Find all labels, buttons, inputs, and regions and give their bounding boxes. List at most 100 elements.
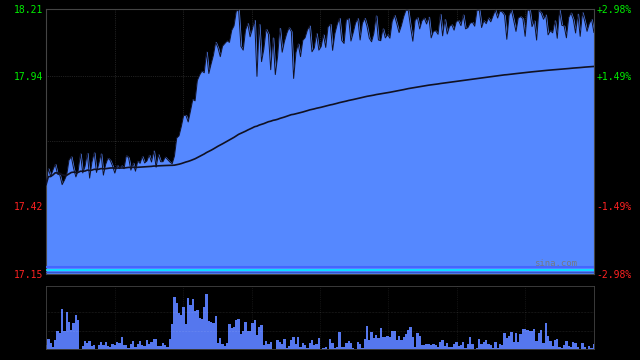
Bar [189, 305, 191, 349]
Bar [155, 339, 157, 349]
Bar [235, 320, 237, 349]
Bar [150, 342, 153, 349]
Bar [522, 329, 524, 349]
Bar [114, 345, 116, 349]
Bar [410, 327, 412, 349]
Bar [284, 339, 285, 349]
Bar [435, 345, 437, 349]
Bar [86, 343, 88, 349]
Bar [476, 348, 478, 349]
Bar [98, 345, 100, 349]
Bar [295, 344, 297, 349]
Bar [455, 342, 458, 349]
Bar [467, 343, 469, 349]
Bar [416, 333, 419, 349]
Bar [336, 347, 339, 349]
Bar [449, 347, 451, 349]
Bar [526, 330, 529, 349]
Bar [329, 338, 332, 349]
Bar [91, 346, 93, 349]
Bar [426, 345, 428, 349]
Bar [54, 339, 56, 349]
Bar [84, 341, 86, 349]
Bar [333, 348, 336, 349]
Bar [297, 337, 300, 349]
Bar [212, 323, 214, 349]
Bar [398, 337, 400, 349]
Bar [88, 341, 91, 349]
Bar [323, 348, 324, 349]
Bar [260, 325, 262, 349]
Bar [72, 323, 75, 349]
Bar [382, 337, 384, 349]
Bar [547, 336, 549, 349]
Bar [538, 333, 540, 349]
Bar [396, 340, 398, 349]
Bar [542, 343, 545, 349]
Bar [201, 319, 203, 349]
Bar [276, 341, 279, 349]
Bar [352, 348, 355, 349]
Bar [524, 329, 526, 349]
Bar [111, 344, 114, 349]
Bar [191, 299, 194, 349]
Bar [400, 340, 403, 349]
Bar [391, 331, 394, 349]
Bar [127, 348, 130, 349]
Bar [100, 342, 102, 349]
Bar [494, 342, 497, 349]
Bar [153, 339, 155, 349]
Bar [219, 338, 221, 349]
Bar [120, 337, 123, 349]
Bar [246, 331, 249, 349]
Bar [301, 343, 304, 349]
Bar [462, 342, 465, 349]
Bar [540, 330, 542, 349]
Bar [428, 344, 430, 349]
Bar [164, 345, 166, 349]
Bar [107, 346, 109, 349]
Bar [561, 348, 563, 349]
Bar [570, 347, 572, 349]
Bar [458, 346, 460, 349]
Bar [371, 332, 372, 349]
Bar [242, 331, 244, 349]
Bar [279, 342, 281, 349]
Bar [228, 324, 230, 349]
Bar [272, 348, 274, 349]
Bar [252, 323, 253, 349]
Bar [203, 307, 205, 349]
Bar [387, 337, 388, 349]
Bar [549, 341, 552, 349]
Bar [45, 345, 47, 349]
Bar [501, 345, 504, 349]
Bar [166, 347, 169, 349]
Bar [364, 339, 366, 349]
Bar [171, 324, 173, 349]
Bar [533, 329, 536, 349]
Bar [439, 342, 442, 349]
Bar [350, 343, 352, 349]
Bar [388, 337, 391, 349]
Bar [130, 344, 132, 349]
Bar [65, 312, 68, 349]
Bar [52, 347, 54, 349]
Bar [343, 347, 345, 349]
Bar [290, 340, 292, 349]
Bar [185, 324, 187, 349]
Bar [591, 348, 593, 349]
Bar [116, 342, 118, 349]
Bar [483, 342, 485, 349]
Bar [316, 345, 317, 349]
Bar [588, 346, 591, 349]
Bar [224, 346, 226, 349]
Bar [405, 334, 407, 349]
Bar [380, 328, 382, 349]
Bar [214, 316, 217, 349]
Bar [104, 342, 107, 349]
Bar [226, 343, 228, 349]
Bar [308, 343, 311, 349]
Bar [552, 346, 554, 349]
Bar [508, 336, 510, 349]
Bar [102, 345, 104, 349]
